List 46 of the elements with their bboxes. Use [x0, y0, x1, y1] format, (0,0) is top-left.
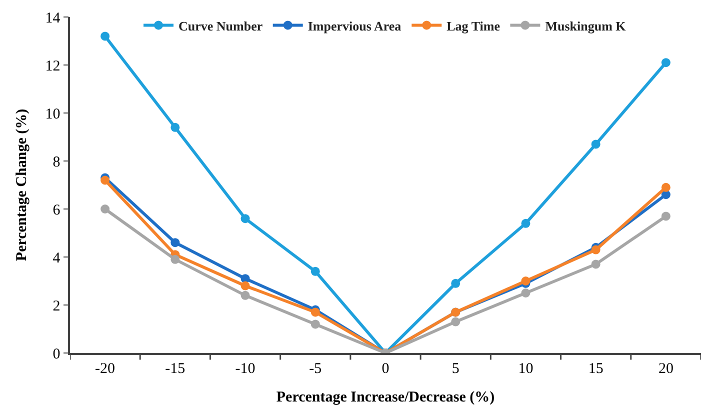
point [240, 281, 250, 290]
legend-label: Impervious Area [308, 18, 402, 34]
y-axis-title: Percentage Change (%) [14, 108, 30, 262]
point [591, 245, 600, 254]
x-tick-label: -10 [235, 360, 256, 377]
x-tick-label: 10 [518, 360, 534, 377]
y-tick-label: 10 [45, 106, 60, 122]
point [310, 320, 320, 329]
y-tick-label: 6 [52, 202, 61, 218]
x-tick-label: -20 [95, 360, 116, 377]
y-tick-label: 12 [45, 58, 60, 74]
point [170, 122, 180, 132]
point [100, 204, 110, 214]
x-tick-label: -15 [165, 360, 186, 377]
point [521, 276, 530, 286]
x-axis-title: Percentage Increase/Decrease (%) [276, 389, 495, 406]
point [451, 278, 460, 288]
y-tick-label: 2 [52, 298, 60, 314]
x-tick-label: 0 [382, 360, 390, 377]
x-tick-label: 15 [588, 360, 604, 377]
point [591, 260, 600, 269]
y-tick-label: 4 [52, 250, 61, 266]
point [451, 317, 460, 326]
legend-label: Lag Time [446, 18, 500, 34]
point [521, 218, 530, 228]
x-tick-label: 5 [452, 360, 460, 377]
y-tick-label: 8 [52, 154, 60, 170]
point [310, 266, 320, 276]
x-tick-label: 20 [658, 360, 674, 377]
point [661, 212, 670, 221]
point [100, 176, 110, 185]
y-tick-label: 0 [52, 346, 60, 362]
point [661, 182, 670, 192]
y-tick-label: 14 [45, 10, 61, 26]
point [521, 288, 530, 298]
legend-label: Muskingum K [545, 18, 627, 34]
x-tick-label: -5 [309, 360, 322, 377]
point [661, 58, 670, 68]
point [310, 308, 320, 317]
point [170, 254, 180, 264]
point [170, 238, 180, 248]
point [240, 214, 250, 224]
point [240, 290, 250, 300]
legend-label: Curve Number [178, 18, 263, 34]
point [591, 140, 600, 149]
point [100, 32, 110, 41]
